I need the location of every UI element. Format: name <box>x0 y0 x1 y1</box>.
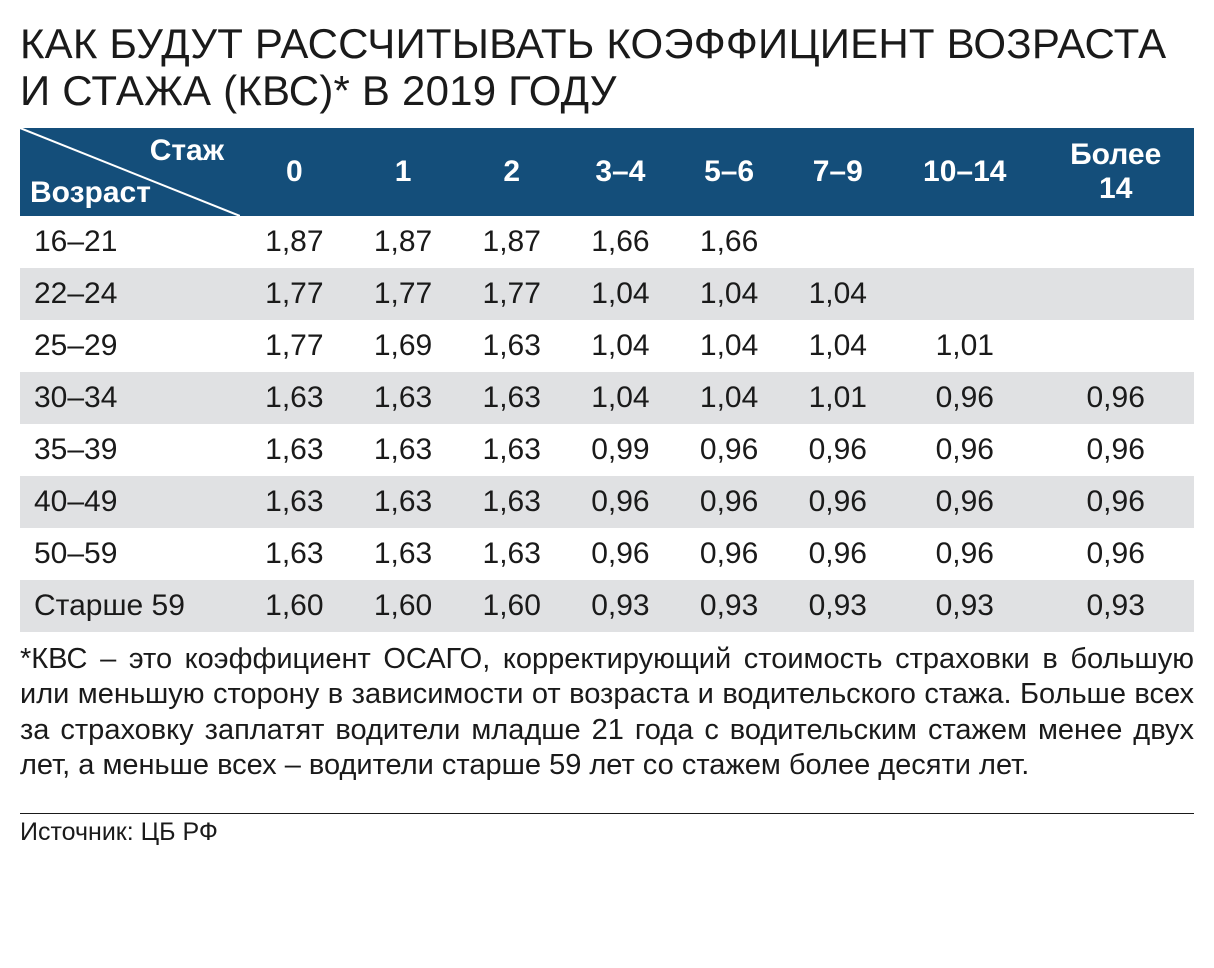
table-cell: 1,04 <box>675 268 784 320</box>
page-title: КАК БУДУТ РАССЧИТЫВАТЬ КОЭФФИЦИЕНТ ВОЗРА… <box>20 20 1194 114</box>
table-cell: 0,96 <box>1037 372 1194 424</box>
table-cell: 0,96 <box>675 528 784 580</box>
table-cell: 0,99 <box>566 424 675 476</box>
row-label: 22–24 <box>20 268 240 320</box>
table-cell: 1,01 <box>892 320 1037 372</box>
table-cell: 0,93 <box>1037 580 1194 632</box>
table-cell: 1,63 <box>349 476 458 528</box>
table-cell: 1,63 <box>240 476 349 528</box>
table-row: Старше 591,601,601,600,930,930,930,930,9… <box>20 580 1194 632</box>
table-cell: 0,96 <box>892 424 1037 476</box>
table-cell: 0,96 <box>675 476 784 528</box>
column-header: 1 <box>349 128 458 216</box>
table-cell: 1,63 <box>457 424 566 476</box>
table-cell: 1,63 <box>457 476 566 528</box>
column-header: 7–9 <box>783 128 892 216</box>
table-row: 35–391,631,631,630,990,960,960,960,96 <box>20 424 1194 476</box>
row-label: 25–29 <box>20 320 240 372</box>
column-header: 10–14 <box>892 128 1037 216</box>
row-label: 30–34 <box>20 372 240 424</box>
corner-header: Стаж Возраст <box>20 128 240 216</box>
table-cell: 1,60 <box>457 580 566 632</box>
table-cell: 1,04 <box>783 320 892 372</box>
table-cell: 1,63 <box>457 372 566 424</box>
footnote: *КВС – это коэффициент ОСАГО, корректиру… <box>20 642 1194 784</box>
table-cell: 0,93 <box>783 580 892 632</box>
table-cell: 0,93 <box>892 580 1037 632</box>
table-cell: 0,93 <box>675 580 784 632</box>
table-cell: 0,96 <box>783 528 892 580</box>
table-cell: 1,04 <box>675 372 784 424</box>
table-cell: 1,77 <box>240 268 349 320</box>
table-cell: 1,77 <box>457 268 566 320</box>
table-cell: 1,63 <box>457 320 566 372</box>
table-cell: 1,63 <box>240 424 349 476</box>
row-label: 50–59 <box>20 528 240 580</box>
table-cell: 1,87 <box>457 216 566 268</box>
table-cell: 1,04 <box>783 268 892 320</box>
table-cell: 1,63 <box>349 528 458 580</box>
table-cell: 0,96 <box>566 476 675 528</box>
table-cell: 0,96 <box>783 424 892 476</box>
source: Источник: ЦБ РФ <box>20 818 1194 847</box>
table-cell: 0,96 <box>566 528 675 580</box>
table-cell: 1,69 <box>349 320 458 372</box>
header-rows-axis: Возраст <box>30 176 151 210</box>
table-cell <box>1037 320 1194 372</box>
table-cell: 1,04 <box>566 320 675 372</box>
table-cell: 1,60 <box>240 580 349 632</box>
table-cell <box>892 268 1037 320</box>
table-cell: 1,63 <box>240 528 349 580</box>
table-cell: 1,04 <box>566 268 675 320</box>
table-cell <box>1037 268 1194 320</box>
table-row: 25–291,771,691,631,041,041,041,01 <box>20 320 1194 372</box>
row-label: 40–49 <box>20 476 240 528</box>
row-label: 16–21 <box>20 216 240 268</box>
table-cell: 0,96 <box>892 372 1037 424</box>
table-cell: 1,63 <box>349 372 458 424</box>
table-cell: 0,96 <box>892 476 1037 528</box>
table-cell: 0,96 <box>675 424 784 476</box>
table-cell: 1,04 <box>675 320 784 372</box>
column-header: 3–4 <box>566 128 675 216</box>
source-separator <box>20 813 1194 814</box>
table-cell: 1,66 <box>566 216 675 268</box>
header-columns-axis: Стаж <box>150 134 224 168</box>
table-row: 16–211,871,871,871,661,66 <box>20 216 1194 268</box>
kvs-table: Стаж Возраст 0123–45–67–910–14Более14 16… <box>20 128 1194 632</box>
table-cell: 1,66 <box>675 216 784 268</box>
table-cell: 0,93 <box>566 580 675 632</box>
table-cell: 0,96 <box>1037 476 1194 528</box>
table-cell: 1,63 <box>349 424 458 476</box>
table-cell: 1,77 <box>349 268 458 320</box>
table-cell: 1,04 <box>566 372 675 424</box>
table-cell <box>892 216 1037 268</box>
table-row: 22–241,771,771,771,041,041,04 <box>20 268 1194 320</box>
table-row: 30–341,631,631,631,041,041,010,960,96 <box>20 372 1194 424</box>
table-cell: 0,96 <box>1037 528 1194 580</box>
table-cell: 0,96 <box>783 476 892 528</box>
column-header: 2 <box>457 128 566 216</box>
table-cell: 1,87 <box>349 216 458 268</box>
table-cell: 1,87 <box>240 216 349 268</box>
table-cell: 1,63 <box>457 528 566 580</box>
table-cell: 1,77 <box>240 320 349 372</box>
table-cell <box>783 216 892 268</box>
table-cell: 1,60 <box>349 580 458 632</box>
table-row: 50–591,631,631,630,960,960,960,960,96 <box>20 528 1194 580</box>
column-header: 0 <box>240 128 349 216</box>
table-cell: 1,01 <box>783 372 892 424</box>
column-header: Более14 <box>1037 128 1194 216</box>
table-cell <box>1037 216 1194 268</box>
table-cell: 1,63 <box>240 372 349 424</box>
table-cell: 0,96 <box>892 528 1037 580</box>
column-header: 5–6 <box>675 128 784 216</box>
table-cell: 0,96 <box>1037 424 1194 476</box>
row-label: Старше 59 <box>20 580 240 632</box>
row-label: 35–39 <box>20 424 240 476</box>
table-row: 40–491,631,631,630,960,960,960,960,96 <box>20 476 1194 528</box>
